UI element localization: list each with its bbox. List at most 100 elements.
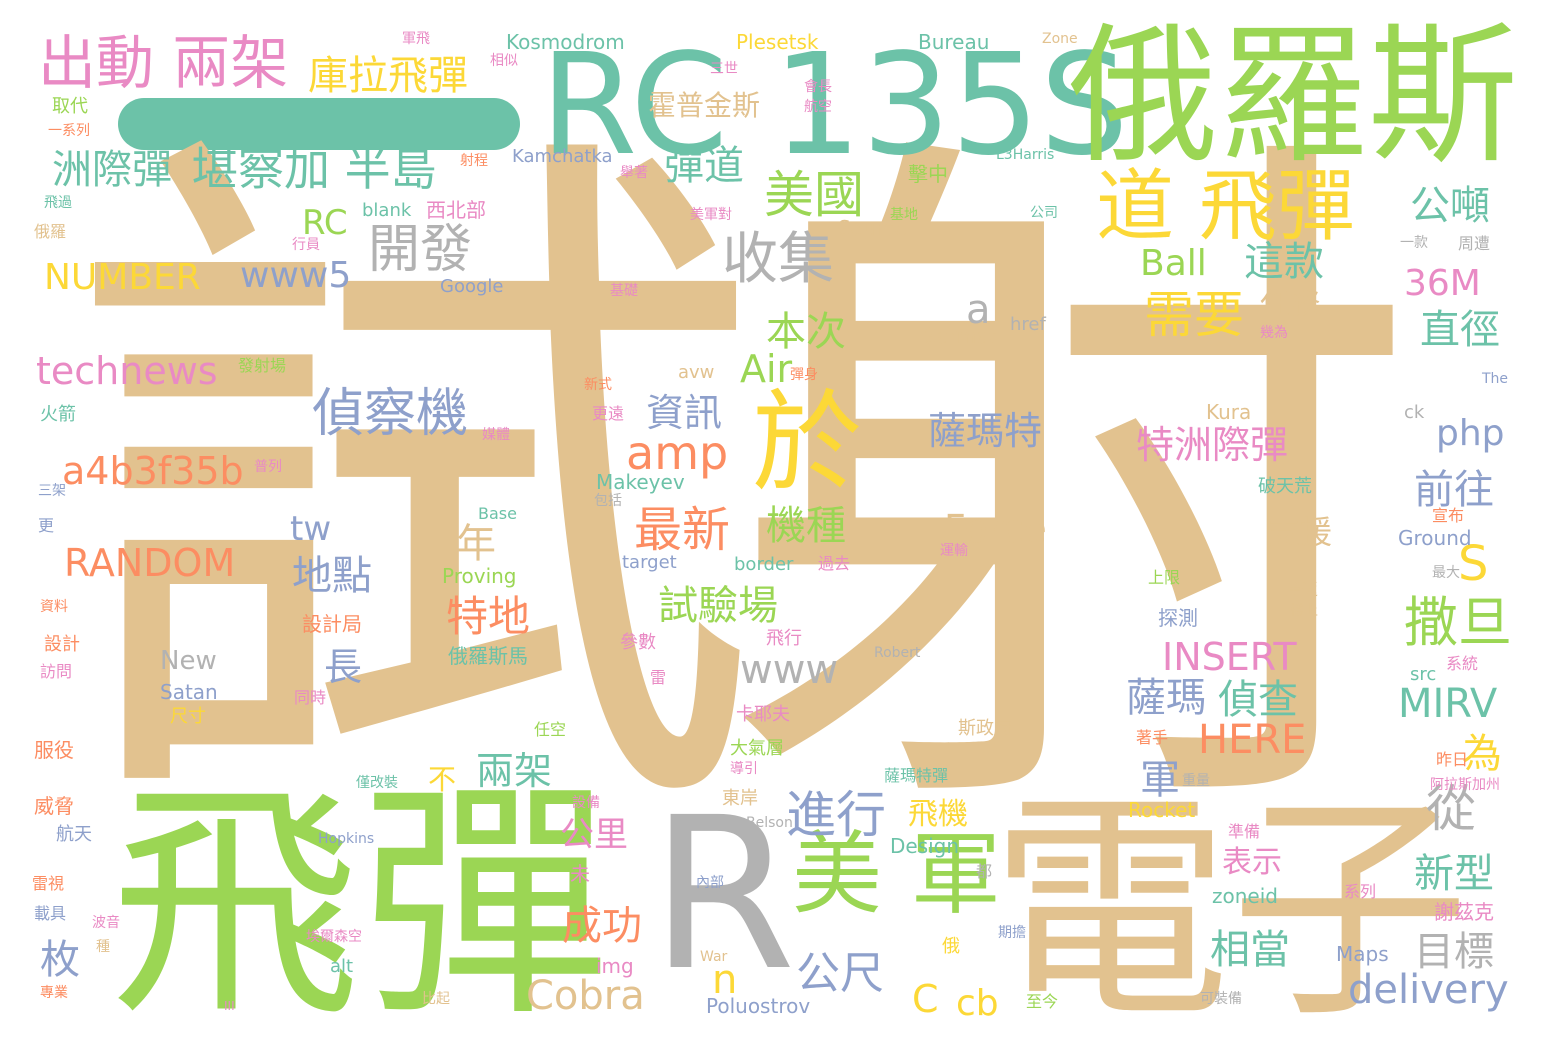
w-rocket: Rocket (1128, 798, 1196, 822)
w-amp: amp (626, 426, 729, 480)
w-rc: RC (302, 203, 348, 243)
w-meiti: 媒體 (482, 427, 510, 443)
w-href: href (1010, 314, 1046, 335)
w-xiangsi: 相似 (490, 53, 518, 69)
w-juzhe: 舉著 (620, 165, 648, 181)
w-design: Design (890, 834, 960, 858)
w-xibeibu: 西北部 (426, 198, 486, 222)
w-blank: blank (362, 200, 412, 221)
w-qianwang: 前往 (1414, 467, 1494, 513)
w-kezhuangbei: 可裝備 (1200, 991, 1242, 1007)
w-xinshi: 新式 (584, 377, 612, 393)
w-maps: Maps (1336, 942, 1389, 966)
w-kosmodrom: Kosmodrom (506, 30, 625, 54)
w-jichu: 基礎 (610, 283, 638, 299)
w-bu: 不 (428, 763, 457, 796)
w-zhuoshou: 著手 (1136, 728, 1169, 747)
w-zhijing: 直徑 (1420, 307, 1500, 353)
w-gongchi: 公尺 (796, 948, 884, 999)
w-makeyev: Makeyev (596, 470, 685, 494)
w-xuanbu: 宣布 (1432, 506, 1465, 525)
w-danshen: 彈身 (790, 367, 818, 383)
w-xiezike: 謝茲克 (1434, 900, 1494, 924)
w-zhongliang: 重量 (1182, 773, 1210, 789)
w-shishe: 試射 (62, 82, 1422, 897)
w-border: border (734, 554, 794, 575)
w-daoyin: 導引 (730, 761, 758, 777)
w-zixun: 資訊 (646, 391, 723, 435)
w-shecheng: 射程 (460, 153, 488, 169)
w-bureau: Bureau (918, 30, 990, 54)
w-biaoshi: 表示 (1222, 845, 1282, 880)
w-technews: technews (36, 349, 218, 393)
w-robert: Robert (874, 645, 921, 661)
w-new: New (160, 646, 217, 676)
w-shejiju: 設計局 (302, 612, 362, 636)
w-war: War (700, 949, 728, 965)
w-xiangdang: 相當 (1210, 927, 1290, 973)
w-kayefu: 卡耶夫 (736, 704, 790, 725)
w-xilie: 系列 (1344, 882, 1377, 901)
w-zhong: 種 (96, 939, 110, 955)
w-plesetsk: Plesetsk (736, 30, 819, 54)
w-nian: 年 (456, 521, 496, 567)
w-zhunbei: 準備 (1228, 822, 1261, 841)
w-sheji: 設計 (44, 634, 80, 655)
w-cb: cb (956, 983, 999, 1024)
w-kura: Kura (1206, 400, 1252, 424)
w-lingfan: 重返 (1286, 580, 1319, 599)
w-dao-feidan: 道 飛彈 (1096, 162, 1355, 252)
w-biqi: 比起 (422, 991, 450, 1007)
w-mirv: MIRV (1398, 681, 1498, 727)
w-dandao: 彈道 (664, 143, 744, 189)
w-wei: 為 (1462, 731, 1502, 777)
w-xinxing: 新型 (1414, 851, 1494, 897)
w-zhouji: 洲際彈 (52, 147, 172, 193)
w-dianzi: 電子 (990, 770, 1471, 1050)
w-fangwen: 訪問 (40, 662, 73, 681)
w-qijian: 期擔 (998, 925, 1026, 941)
w-chenggong: 成功 (562, 903, 642, 949)
w-avw: avw (678, 362, 715, 383)
w-kula: 庫拉飛彈 (308, 53, 468, 99)
w-tedi: 特地 (446, 592, 531, 641)
w-leishi: 雷視 (32, 874, 65, 893)
w-proving: Proving (442, 564, 517, 588)
w-guoqu: 過去 (818, 554, 851, 573)
w-mei: 枚 (40, 937, 80, 983)
w-qudai: 取代 (52, 96, 88, 117)
w-boyin: 波音 (92, 915, 120, 931)
w-meiguo: 美國 (764, 166, 864, 224)
w-sanjia: 三架 (38, 483, 66, 499)
w-zaiju: 載具 (34, 904, 67, 923)
w-img: img (596, 954, 634, 978)
w-jinxing: 進行 (786, 786, 886, 844)
w-xuyao: 需要 (1144, 286, 1244, 344)
w-poluostrov: Poluostrov (706, 994, 811, 1018)
w-aiersaikong: 埃爾森空 (306, 929, 362, 945)
w-zhencha: 偵查 (1218, 677, 1298, 723)
w-yikuan: 一款 (1400, 235, 1428, 251)
w-the: The (1482, 371, 1509, 387)
w-jidi: 基地 (890, 207, 918, 223)
w-dongan: 東岸 (722, 788, 758, 809)
w-zhouzao: 周遭 (1458, 234, 1491, 253)
w-sarmat: Sarmat (924, 324, 997, 348)
w-zone: Zone (1042, 31, 1078, 47)
w-daqiceng: 大氣層 (730, 738, 784, 759)
w-tw: tw (290, 509, 332, 549)
w-jun: 軍 (1140, 757, 1180, 803)
w-ball: Ball (1140, 243, 1207, 284)
w-a: a (966, 287, 991, 333)
w-tezhouji: 特洲際彈 (1136, 423, 1289, 467)
w-gengyuan: 更遠 (592, 404, 625, 423)
w-cobra: Cobra (526, 973, 645, 1019)
w-junfei: 軍飛 (402, 31, 430, 47)
w-yunshu: 運輸 (940, 543, 968, 559)
w-l3harris: L3Harris (996, 147, 1055, 163)
redaction-bar (118, 98, 520, 150)
w-air: Air (740, 347, 793, 391)
w-hangkong: 航空 (804, 99, 832, 115)
w-zuori: 昨日 (1436, 750, 1469, 769)
